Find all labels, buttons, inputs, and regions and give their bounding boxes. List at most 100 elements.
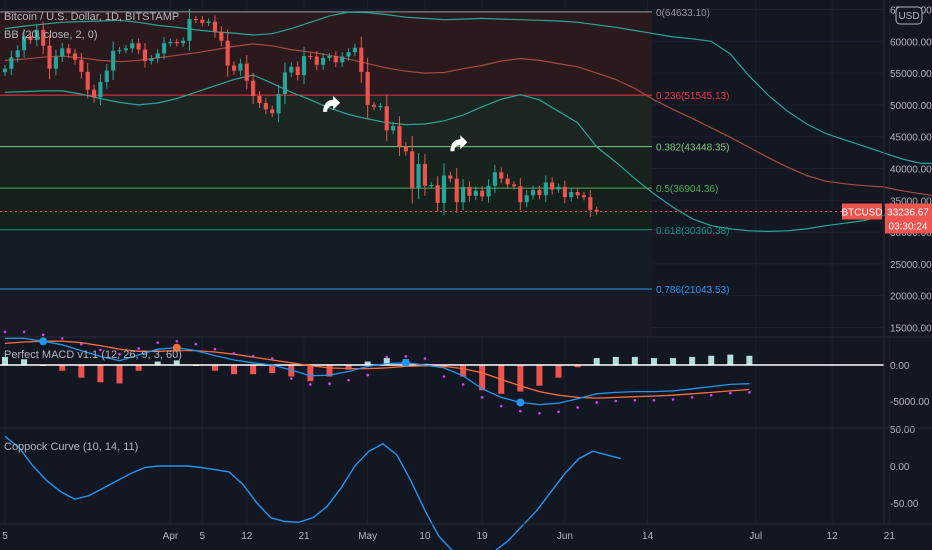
candle[interactable] bbox=[149, 58, 154, 62]
bb-indicator-label[interactable]: BB (20, close, 2, 0) bbox=[4, 29, 98, 41]
fib-retracement[interactable]: 0(64633.10) 0.236(51545.13) 0.382(43448.35… bbox=[0, 8, 729, 337]
candle[interactable] bbox=[480, 190, 485, 197]
candle[interactable] bbox=[225, 40, 230, 66]
candle[interactable] bbox=[543, 182, 548, 196]
candle[interactable] bbox=[117, 50, 122, 52]
candle[interactable] bbox=[66, 48, 71, 54]
candle[interactable] bbox=[238, 63, 243, 71]
candle[interactable] bbox=[454, 178, 459, 203]
candle[interactable] bbox=[136, 43, 141, 50]
candle[interactable] bbox=[467, 186, 472, 196]
candle[interactable] bbox=[391, 125, 396, 131]
candle[interactable] bbox=[219, 31, 224, 41]
candle[interactable] bbox=[161, 43, 167, 54]
candle[interactable] bbox=[270, 109, 275, 114]
candlestick-series[interactable] bbox=[2, 8, 599, 217]
candle[interactable] bbox=[130, 43, 135, 49]
candle[interactable] bbox=[511, 184, 517, 187]
candle[interactable] bbox=[461, 186, 466, 203]
candle[interactable] bbox=[92, 89, 97, 98]
candle[interactable] bbox=[251, 80, 256, 97]
candle[interactable] bbox=[231, 65, 237, 71]
candle[interactable] bbox=[397, 125, 402, 147]
candle[interactable] bbox=[60, 48, 65, 57]
candle[interactable] bbox=[142, 49, 148, 62]
candle[interactable] bbox=[181, 40, 186, 44]
candle[interactable] bbox=[352, 47, 357, 53]
candle[interactable] bbox=[518, 186, 523, 203]
candle[interactable] bbox=[346, 52, 351, 57]
candle[interactable] bbox=[486, 185, 491, 197]
candle[interactable] bbox=[257, 96, 262, 104]
candle[interactable] bbox=[85, 71, 90, 90]
candle[interactable] bbox=[473, 190, 478, 196]
candle[interactable] bbox=[359, 47, 364, 72]
candle[interactable] bbox=[550, 182, 555, 190]
candle[interactable] bbox=[289, 66, 294, 73]
candle[interactable] bbox=[47, 45, 52, 69]
candle[interactable] bbox=[416, 164, 421, 189]
macd-signal-line[interactable] bbox=[4, 340, 750, 399]
candle[interactable] bbox=[556, 186, 561, 190]
candle[interactable] bbox=[581, 195, 587, 198]
candle[interactable] bbox=[295, 66, 300, 76]
candle[interactable] bbox=[371, 104, 377, 107]
candle[interactable] bbox=[321, 57, 326, 65]
candle[interactable] bbox=[276, 94, 281, 114]
candle[interactable] bbox=[123, 48, 128, 51]
candle[interactable] bbox=[314, 56, 319, 65]
candle[interactable] bbox=[2, 68, 8, 73]
candle[interactable] bbox=[301, 55, 307, 76]
candle[interactable] bbox=[378, 106, 383, 108]
candle[interactable] bbox=[193, 19, 198, 21]
candle[interactable] bbox=[53, 56, 58, 69]
candle[interactable] bbox=[403, 146, 408, 152]
candle[interactable] bbox=[212, 21, 218, 32]
candle[interactable] bbox=[562, 186, 567, 198]
macd-indicator-label[interactable]: Perfect MACD v1.1 (12, 26, 9, 3, 60) bbox=[4, 349, 182, 361]
curved-arrow-icon[interactable] bbox=[323, 95, 341, 112]
candle[interactable] bbox=[98, 82, 103, 98]
candle[interactable] bbox=[72, 53, 78, 60]
candle[interactable] bbox=[537, 190, 542, 196]
candle[interactable] bbox=[22, 36, 27, 51]
coppock-pane[interactable] bbox=[4, 435, 622, 550]
coppock-line[interactable] bbox=[4, 435, 622, 550]
candle[interactable] bbox=[206, 21, 211, 23]
candle[interactable] bbox=[524, 195, 529, 203]
coppock-indicator-label[interactable]: Coppock Curve (10, 14, 11) bbox=[4, 441, 138, 453]
candle[interactable] bbox=[340, 56, 345, 63]
candle[interactable] bbox=[9, 57, 14, 69]
candle[interactable] bbox=[499, 172, 504, 179]
candle[interactable] bbox=[422, 164, 427, 186]
candle[interactable] bbox=[492, 172, 497, 186]
candle[interactable] bbox=[168, 41, 173, 44]
curved-arrow-icon[interactable] bbox=[450, 135, 468, 152]
macd-line[interactable] bbox=[5, 337, 750, 406]
candle[interactable] bbox=[435, 185, 440, 203]
arrow-annotations[interactable] bbox=[323, 95, 468, 152]
candle[interactable] bbox=[575, 192, 580, 196]
candle[interactable] bbox=[34, 29, 39, 41]
candle[interactable] bbox=[155, 53, 160, 59]
candle[interactable] bbox=[448, 175, 453, 179]
candle[interactable] bbox=[588, 197, 593, 210]
currency-badge[interactable]: USD bbox=[895, 6, 923, 25]
macd-pane[interactable] bbox=[0, 330, 884, 415]
candle[interactable] bbox=[104, 70, 109, 83]
candle[interactable] bbox=[28, 36, 33, 41]
candle[interactable] bbox=[531, 190, 536, 196]
candle[interactable] bbox=[327, 55, 332, 58]
candle[interactable] bbox=[594, 209, 599, 212]
candle[interactable] bbox=[41, 29, 46, 46]
candle[interactable] bbox=[333, 55, 338, 63]
candle[interactable] bbox=[384, 106, 389, 131]
candle[interactable] bbox=[244, 63, 249, 81]
candle[interactable] bbox=[79, 59, 84, 72]
candle[interactable] bbox=[187, 19, 192, 41]
candle[interactable] bbox=[174, 41, 179, 44]
candle[interactable] bbox=[429, 185, 434, 187]
candle[interactable] bbox=[365, 71, 370, 105]
candle[interactable] bbox=[505, 178, 510, 185]
